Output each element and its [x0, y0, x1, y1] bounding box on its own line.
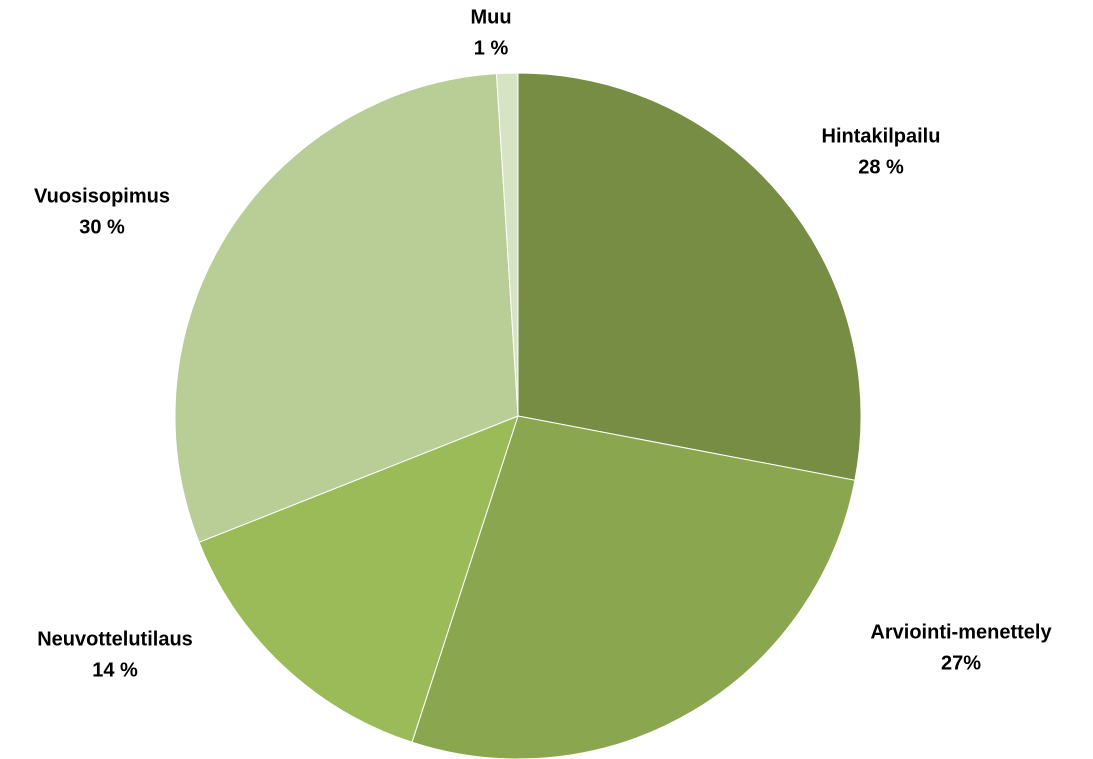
slice-label: Vuosisopimus [34, 185, 170, 207]
slice-value-label: 1 % [474, 37, 509, 59]
pie-slice [174, 73, 519, 543]
slice-value-label: 27% [941, 652, 981, 674]
slice-label: Neuvottelutilaus [37, 628, 193, 650]
pie-slice [198, 415, 519, 743]
slice-label: Muu [470, 6, 511, 28]
pie-slice [495, 72, 519, 417]
slice-value-label: 28 % [858, 156, 904, 178]
slice-label: Hintakilpailu [822, 125, 941, 147]
slice-value-label: 14 % [92, 659, 138, 681]
pie-slice [411, 415, 856, 759]
pie-slice [517, 72, 862, 481]
slice-value-label: 30 % [79, 216, 125, 238]
slice-label: Arviointi-menettely [870, 621, 1052, 643]
